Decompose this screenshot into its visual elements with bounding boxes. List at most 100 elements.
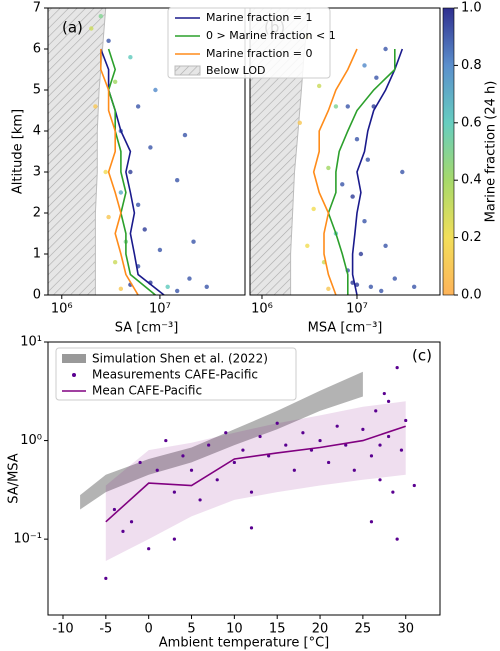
data-point	[391, 490, 395, 494]
profile-line	[312, 48, 358, 295]
y-tick-label: 4	[33, 124, 41, 139]
data-point	[386, 399, 391, 403]
data-point	[362, 63, 367, 68]
data-point	[129, 520, 134, 524]
y-tick-label: 2	[33, 206, 41, 221]
axes-frame	[249, 7, 441, 296]
legend-box	[167, 7, 331, 79]
data-point	[392, 276, 397, 281]
data-point	[138, 460, 142, 465]
panel: -10 -5 0 5 10 15 20 25 30 10⁻¹ 10⁰ 10¹ Ambient tempe…	[7, 335, 441, 651]
data-point	[142, 227, 147, 232]
data-point	[189, 468, 194, 472]
data-point	[118, 286, 124, 292]
data-point	[358, 251, 364, 257]
data-point	[204, 284, 209, 289]
data-point	[106, 214, 111, 220]
x-axis-label: Ambient temperature [°C]	[159, 636, 329, 651]
y-tick-label: 10⁻¹	[13, 532, 42, 547]
data-point	[368, 284, 374, 289]
data-point	[135, 104, 141, 109]
legend-label: Measurements CAFE-Pacific	[92, 368, 258, 382]
legend-label: Mean CAFE-Pacific	[92, 384, 202, 398]
data-point	[354, 282, 360, 287]
panel-label: (c)	[412, 347, 432, 365]
x-tick-label: -10	[52, 622, 73, 637]
mean-line	[105, 425, 406, 523]
data-point	[362, 219, 367, 224]
axes-frame	[47, 341, 441, 616]
data-point	[292, 468, 296, 472]
data-point	[112, 79, 118, 85]
data-point	[135, 202, 141, 207]
plot-area	[48, 8, 209, 295]
colorbar-tick-label: 0.0	[461, 288, 482, 303]
data-point	[395, 365, 399, 370]
colorbar-tick-label: 1.0	[461, 1, 482, 16]
data-point	[386, 434, 391, 439]
data-point	[157, 247, 163, 253]
y-tick-label: 7	[33, 1, 41, 16]
legend-swatch	[72, 373, 76, 377]
data-point	[378, 443, 382, 447]
data-point	[382, 391, 386, 396]
y-tick-label: 6	[33, 42, 41, 57]
data-point	[118, 190, 124, 195]
data-point	[232, 460, 236, 465]
y-tick-label: 0	[33, 288, 41, 303]
panel-label: (a)	[62, 19, 83, 37]
legend-label: Below LOD	[206, 64, 265, 77]
y-tick-label: 1	[33, 247, 41, 262]
data-point	[98, 14, 104, 19]
legend-label: Marine fraction = 1	[206, 11, 313, 24]
data-point	[374, 409, 378, 413]
x-tick-label: 10	[226, 622, 243, 637]
x-tick-label: 20	[312, 622, 329, 637]
legend-label: Simulation Shen et al. (2022)	[92, 352, 268, 366]
legend: Simulation Shen et al. (2022) Measurement…	[55, 347, 297, 401]
data-point	[284, 443, 288, 447]
data-point	[340, 182, 345, 187]
x-tick-label: -5	[99, 622, 112, 637]
data-point	[333, 104, 339, 109]
colorbar-tick-label: 0.4	[461, 173, 482, 188]
data-point	[187, 276, 192, 281]
plot-area	[250, 8, 417, 295]
data-point	[215, 478, 219, 482]
profile-line	[351, 48, 404, 295]
y-tick-label: 10¹	[20, 335, 42, 350]
lod-area	[250, 8, 311, 295]
data-point	[383, 46, 388, 52]
data-point	[174, 178, 180, 183]
data-point	[326, 165, 331, 171]
x-tick-label: 0	[145, 622, 153, 637]
y-tick-label: 5	[33, 83, 41, 98]
data-point	[182, 132, 188, 138]
data-point	[103, 169, 108, 175]
x-tick-label: 30	[397, 622, 414, 637]
data-point	[275, 421, 279, 425]
data-point	[198, 498, 202, 502]
data-point	[301, 431, 305, 435]
data-point	[316, 83, 322, 89]
data-point	[121, 529, 125, 533]
colorbar-tick-label: 0.8	[461, 58, 482, 73]
data-point	[191, 239, 196, 244]
x-tick-label: 10⁶	[51, 302, 73, 317]
y-axis-label: Altitude [km]	[11, 109, 26, 194]
data-point	[354, 137, 360, 142]
data-point	[89, 26, 94, 31]
data-point	[383, 243, 388, 248]
data-point	[172, 490, 176, 494]
x-tick-label: 10⁷	[149, 302, 171, 317]
legend: Marine fraction = 1 0 > Marine fraction <…	[167, 7, 336, 79]
lod-area	[48, 8, 107, 295]
data-point	[174, 288, 180, 294]
data-point	[327, 460, 331, 465]
data-point	[305, 243, 310, 248]
data-point	[404, 418, 408, 423]
profile-line	[327, 49, 396, 295]
data-point	[379, 288, 384, 294]
x-tick-label: 15	[269, 622, 286, 637]
